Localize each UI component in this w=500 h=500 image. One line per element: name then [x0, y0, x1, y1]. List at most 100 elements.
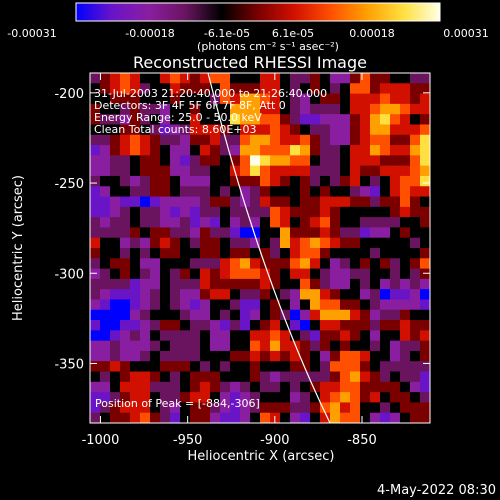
image-pixel — [100, 206, 111, 218]
image-pixel — [100, 196, 111, 208]
image-pixel — [250, 155, 261, 167]
image-pixel — [390, 237, 401, 249]
image-pixel — [420, 83, 430, 95]
image-pixel — [250, 186, 261, 198]
image-pixel — [170, 134, 181, 146]
image-pixel — [300, 134, 311, 146]
image-pixel — [310, 392, 321, 404]
image-pixel — [170, 217, 181, 229]
image-pixel — [300, 124, 311, 136]
image-pixel — [260, 248, 271, 259]
image-pixel — [370, 83, 381, 95]
image-pixel — [230, 217, 241, 229]
image-pixel — [280, 402, 291, 414]
image-pixel — [110, 103, 121, 115]
image-pixel — [90, 114, 101, 126]
image-pixel — [280, 268, 291, 280]
image-pixel — [170, 402, 181, 414]
image-pixel — [330, 412, 341, 423]
image-pixel — [180, 93, 191, 105]
image-pixel — [330, 165, 341, 177]
image-pixel — [200, 350, 211, 362]
image-pixel — [330, 227, 341, 239]
image-pixel — [200, 103, 211, 115]
image-pixel — [210, 145, 221, 156]
image-pixel — [150, 309, 161, 321]
image-pixel — [210, 165, 221, 177]
peak-position-label: Position of Peak = [-884,-306] — [95, 397, 260, 410]
image-pixel — [380, 289, 391, 301]
image-pixel — [240, 320, 251, 331]
image-pixel — [380, 248, 391, 259]
image-pixel — [220, 83, 231, 95]
image-pixel — [250, 73, 261, 84]
image-pixel — [90, 268, 101, 280]
image-pixel — [380, 392, 391, 404]
image-pixel — [380, 206, 391, 218]
image-pixel — [160, 320, 171, 331]
image-pixel — [140, 381, 151, 393]
image-pixel — [300, 114, 311, 126]
image-pixel — [140, 299, 151, 311]
image-pixel — [400, 361, 411, 373]
image-pixel — [110, 371, 121, 383]
image-pixel — [350, 309, 361, 321]
image-pixel — [290, 361, 301, 373]
colorbar-tick-label: -6.1e-05 — [204, 27, 250, 40]
image-pixel — [250, 278, 261, 290]
image-pixel — [100, 186, 111, 198]
image-pixel — [150, 145, 161, 156]
image-pixel — [250, 145, 261, 156]
image-pixel — [220, 248, 231, 259]
image-pixel — [320, 196, 331, 208]
image-pixel — [220, 278, 231, 290]
image-pixel — [290, 350, 301, 362]
info-energy-range: Energy Range: 25.0 - 50.0 keV — [94, 111, 262, 124]
image-pixel — [90, 320, 101, 331]
image-pixel — [100, 330, 111, 342]
image-pixel — [290, 371, 301, 383]
image-pixel — [270, 248, 281, 259]
image-pixel — [130, 350, 141, 362]
image-pixel — [390, 361, 401, 373]
image-pixel — [420, 258, 430, 270]
image-pixel — [230, 268, 241, 280]
image-pixel — [320, 361, 331, 373]
image-pixel — [280, 145, 291, 156]
image-pixel — [200, 206, 211, 218]
image-pixel — [320, 134, 331, 146]
image-pixel — [410, 340, 421, 352]
image-pixel — [120, 145, 131, 156]
image-pixel — [410, 392, 421, 404]
image-pixel — [170, 155, 181, 167]
image-pixel — [210, 155, 221, 167]
image-pixel — [120, 114, 131, 126]
image-pixel — [150, 392, 161, 404]
image-pixel — [260, 309, 271, 321]
image-pixel — [370, 165, 381, 177]
image-pixel — [210, 248, 221, 259]
image-pixel — [250, 175, 261, 187]
image-pixel — [260, 227, 271, 239]
image-pixel — [410, 412, 421, 423]
image-pixel — [220, 361, 231, 373]
image-pixel — [210, 278, 221, 290]
image-pixel — [280, 155, 291, 167]
image-pixel — [300, 402, 311, 414]
image-pixel — [230, 83, 241, 95]
image-pixel — [210, 289, 221, 301]
image-pixel — [290, 175, 301, 187]
image-pixel — [290, 155, 301, 167]
image-pixel — [310, 145, 321, 156]
image-pixel — [300, 103, 311, 115]
image-pixel — [130, 320, 141, 331]
image-pixel — [410, 134, 421, 146]
image-pixel — [300, 371, 311, 383]
image-pixel — [190, 350, 201, 362]
image-pixel — [130, 289, 141, 301]
image-pixel — [110, 361, 121, 373]
image-pixel — [420, 103, 430, 115]
image-pixel — [360, 392, 371, 404]
image-pixel — [220, 186, 231, 198]
image-pixel — [260, 165, 271, 177]
